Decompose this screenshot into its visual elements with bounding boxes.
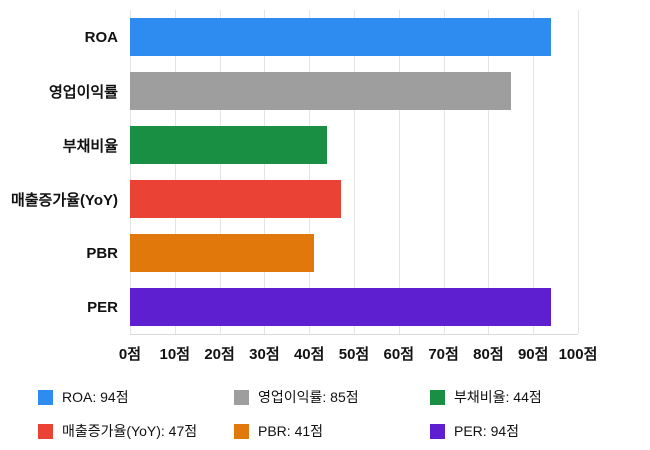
bar	[130, 18, 552, 56]
category-label: ROA	[84, 28, 118, 46]
legend-swatch-icon	[430, 423, 445, 439]
bar	[130, 288, 552, 326]
gridline	[174, 10, 176, 334]
bar	[130, 126, 328, 164]
x-tick-label: 40점	[293, 346, 325, 363]
gridlines	[130, 10, 579, 334]
legend-item: PBR: 41점	[234, 421, 430, 441]
x-tick-label: 80점	[473, 346, 504, 363]
gridline	[219, 10, 221, 334]
legend-swatch-icon	[38, 389, 53, 405]
legend-item: 영업이익률: 85점	[234, 387, 430, 407]
category-label: PBR	[86, 244, 118, 262]
legend-swatch-icon	[430, 389, 445, 405]
bar	[130, 234, 314, 272]
x-tick-label: 10점	[159, 346, 191, 363]
bar-row: 부채비율	[63, 118, 578, 172]
legend-label: 부채비율: 44점	[454, 389, 542, 405]
category-label: 영업이익률	[48, 83, 118, 101]
legend-label: 영업이익률: 85점	[258, 389, 359, 405]
gridline	[130, 10, 131, 334]
bar	[130, 180, 341, 218]
x-tick-label: 0점	[118, 346, 142, 363]
legend-label: PER: 94점	[454, 423, 520, 439]
category-label: 매출증가율(YoY)	[10, 191, 118, 209]
legend-swatch-icon	[234, 423, 249, 439]
legend-item: ROA: 94점	[38, 387, 234, 407]
legend-label: PBR: 41점	[258, 423, 324, 439]
gridline	[354, 10, 355, 334]
legend-item: 매출증가율(YoY): 47점	[38, 421, 234, 441]
legend-swatch-icon	[38, 423, 53, 439]
legend-item: PER: 94점	[430, 421, 626, 441]
x-tick-label: 90점	[517, 346, 549, 363]
gridline	[443, 10, 445, 334]
gridline	[264, 10, 266, 334]
legend-label: ROA: 94점	[62, 389, 129, 405]
x-tick-label: 70점	[428, 346, 459, 363]
bar-row: PER	[87, 280, 578, 334]
category-label: 부채비율	[62, 137, 118, 155]
bar	[130, 72, 511, 110]
bar-row: 매출증가율(YoY)	[11, 172, 578, 226]
legend-swatch-icon	[234, 389, 249, 405]
x-tick-label: 20점	[204, 346, 235, 363]
bar-row: ROA	[85, 10, 578, 64]
x-tick-label: 100점	[558, 346, 598, 363]
bar-row: 영업이익률	[49, 64, 578, 118]
legend-label: 매출증가율(YoY): 47점	[62, 423, 198, 439]
gridline	[488, 10, 490, 334]
gridline	[533, 10, 535, 334]
bar-row: PBR	[86, 226, 578, 280]
x-axis: 0점 10점 20점 30점 40점 50점 60점 70점 80점 90점 100점	[119, 343, 597, 369]
gridline	[578, 10, 579, 334]
x-tick-label: 30점	[249, 346, 280, 363]
gridline	[398, 10, 400, 334]
gridline	[309, 10, 311, 334]
x-tick-label: 60점	[383, 346, 415, 363]
x-tick-label: 50점	[338, 346, 370, 363]
category-label: PER	[87, 298, 118, 316]
legend-item: 부채비율: 44점	[430, 387, 626, 407]
